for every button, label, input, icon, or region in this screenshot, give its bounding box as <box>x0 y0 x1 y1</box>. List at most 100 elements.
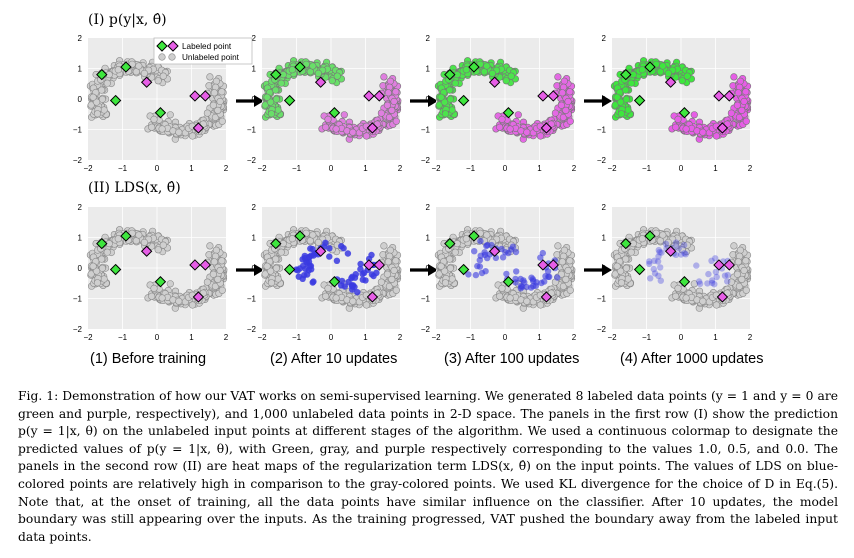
unlabeled-point <box>498 284 506 293</box>
unlabeled-point <box>114 66 122 74</box>
panel-r1-c2: −2 −1 0 1 2 2 1 0 −1 −2 <box>247 34 403 173</box>
labeled-point-green <box>120 61 132 73</box>
high-lds-point <box>357 266 364 273</box>
unlabeled-point <box>564 97 572 106</box>
unlabeled-point <box>263 93 271 101</box>
y-tick-label: 2 <box>602 203 607 212</box>
x-tick-label: 2 <box>398 333 403 342</box>
unlabeled-point <box>377 278 386 286</box>
unlabeled-point <box>699 128 707 136</box>
unlabeled-point <box>175 297 183 305</box>
high-lds-point <box>307 245 314 252</box>
y-tick-label: 0 <box>78 95 83 104</box>
y-tick-label: 0 <box>252 95 257 104</box>
y-tick-label: 1 <box>426 65 431 74</box>
unlabeled-point <box>218 257 226 265</box>
unlabeled-point <box>496 292 504 300</box>
column-caption-4: (4) After 1000 updates <box>620 351 764 367</box>
high-lds-point <box>677 251 685 258</box>
unlabeled-point <box>288 66 296 74</box>
unlabeled-point <box>672 123 680 131</box>
high-lds-point <box>338 277 346 285</box>
x-tick-label: 2 <box>398 164 403 173</box>
y-tick-label: −1 <box>421 295 431 304</box>
unlabeled-point <box>324 115 332 123</box>
unlabeled-point <box>441 110 450 118</box>
unlabeled-point <box>488 69 497 77</box>
x-tick-label: 0 <box>679 333 684 342</box>
unlabeled-point <box>498 115 506 123</box>
stage-arrow-head <box>254 95 264 107</box>
y-tick-label: −1 <box>247 126 257 135</box>
unlabeled-point <box>517 296 525 304</box>
unlabeled-point <box>216 97 224 106</box>
unlabeled-point <box>523 297 531 305</box>
high-lds-point <box>359 276 366 283</box>
high-lds-point <box>675 245 682 252</box>
unlabeled-point <box>664 69 673 77</box>
unlabeled-point <box>332 125 340 133</box>
x-tick-label: −2 <box>257 164 267 173</box>
unlabeled-point <box>682 294 690 302</box>
unlabeled-point <box>175 128 183 136</box>
unlabeled-point <box>693 127 701 135</box>
x-tick-label: −2 <box>431 333 441 342</box>
y-tick-label: 0 <box>78 264 83 273</box>
unlabeled-point <box>274 106 282 114</box>
unlabeled-point <box>206 242 214 250</box>
high-lds-point <box>657 277 664 284</box>
unlabeled-point <box>272 95 281 103</box>
high-lds-point <box>503 270 510 278</box>
y-tick-label: 0 <box>426 264 431 273</box>
unlabeled-point <box>386 246 395 254</box>
unlabeled-point <box>437 93 445 101</box>
high-lds-point <box>481 249 488 256</box>
unlabeled-point <box>209 270 217 278</box>
x-tick-label: 1 <box>189 164 194 173</box>
x-tick-label: 1 <box>363 333 368 342</box>
unlabeled-point <box>736 77 745 85</box>
x-tick-label: 1 <box>537 164 542 173</box>
x-tick-label: 0 <box>155 164 160 173</box>
unlabeled-point <box>566 257 574 265</box>
high-lds-point <box>333 257 341 264</box>
unlabeled-point <box>441 279 450 287</box>
x-tick-label: −1 <box>292 164 302 173</box>
unlabeled-point <box>333 72 341 80</box>
y-tick-label: −2 <box>73 156 83 165</box>
unlabeled-point <box>214 106 222 114</box>
unlabeled-point <box>730 242 738 250</box>
y-tick-label: 1 <box>252 65 257 74</box>
unlabeled-point <box>210 89 218 97</box>
unlabeled-point <box>212 77 220 85</box>
high-lds-point <box>517 275 524 283</box>
x-tick-label: 1 <box>713 164 718 173</box>
unlabeled-point <box>384 89 393 97</box>
x-tick-label: 0 <box>503 164 508 173</box>
unlabeled-point <box>693 296 701 304</box>
unlabeled-point <box>638 66 646 74</box>
unlabeled-point <box>349 297 357 305</box>
row-label-lds: (II) LDS(x, θ̂) <box>88 180 181 196</box>
unlabeled-point <box>212 246 220 254</box>
y-tick-label: 2 <box>426 203 431 212</box>
x-tick-label: 0 <box>503 333 508 342</box>
unlabeled-point <box>624 106 632 114</box>
unlabeled-point <box>206 73 214 81</box>
y-tick-label: 1 <box>78 234 83 243</box>
high-lds-point <box>476 257 483 264</box>
unlabeled-point <box>517 127 525 135</box>
x-tick-label: −1 <box>466 164 476 173</box>
high-lds-point <box>545 273 552 280</box>
column-caption-2: (2) After 10 updates <box>270 351 398 367</box>
unlabeled-point <box>169 127 177 135</box>
unlabeled-point <box>683 72 691 80</box>
high-lds-point <box>368 251 375 259</box>
unlabeled-point <box>483 62 491 70</box>
high-lds-point <box>554 274 561 281</box>
panel-r1-c3: −2 −1 0 1 2 2 1 0 −1 −2 <box>421 34 577 173</box>
y-tick-label: 2 <box>426 34 431 43</box>
unlabeled-point <box>383 270 392 278</box>
unlabeled-point <box>557 101 566 109</box>
unlabeled-point <box>154 77 162 85</box>
